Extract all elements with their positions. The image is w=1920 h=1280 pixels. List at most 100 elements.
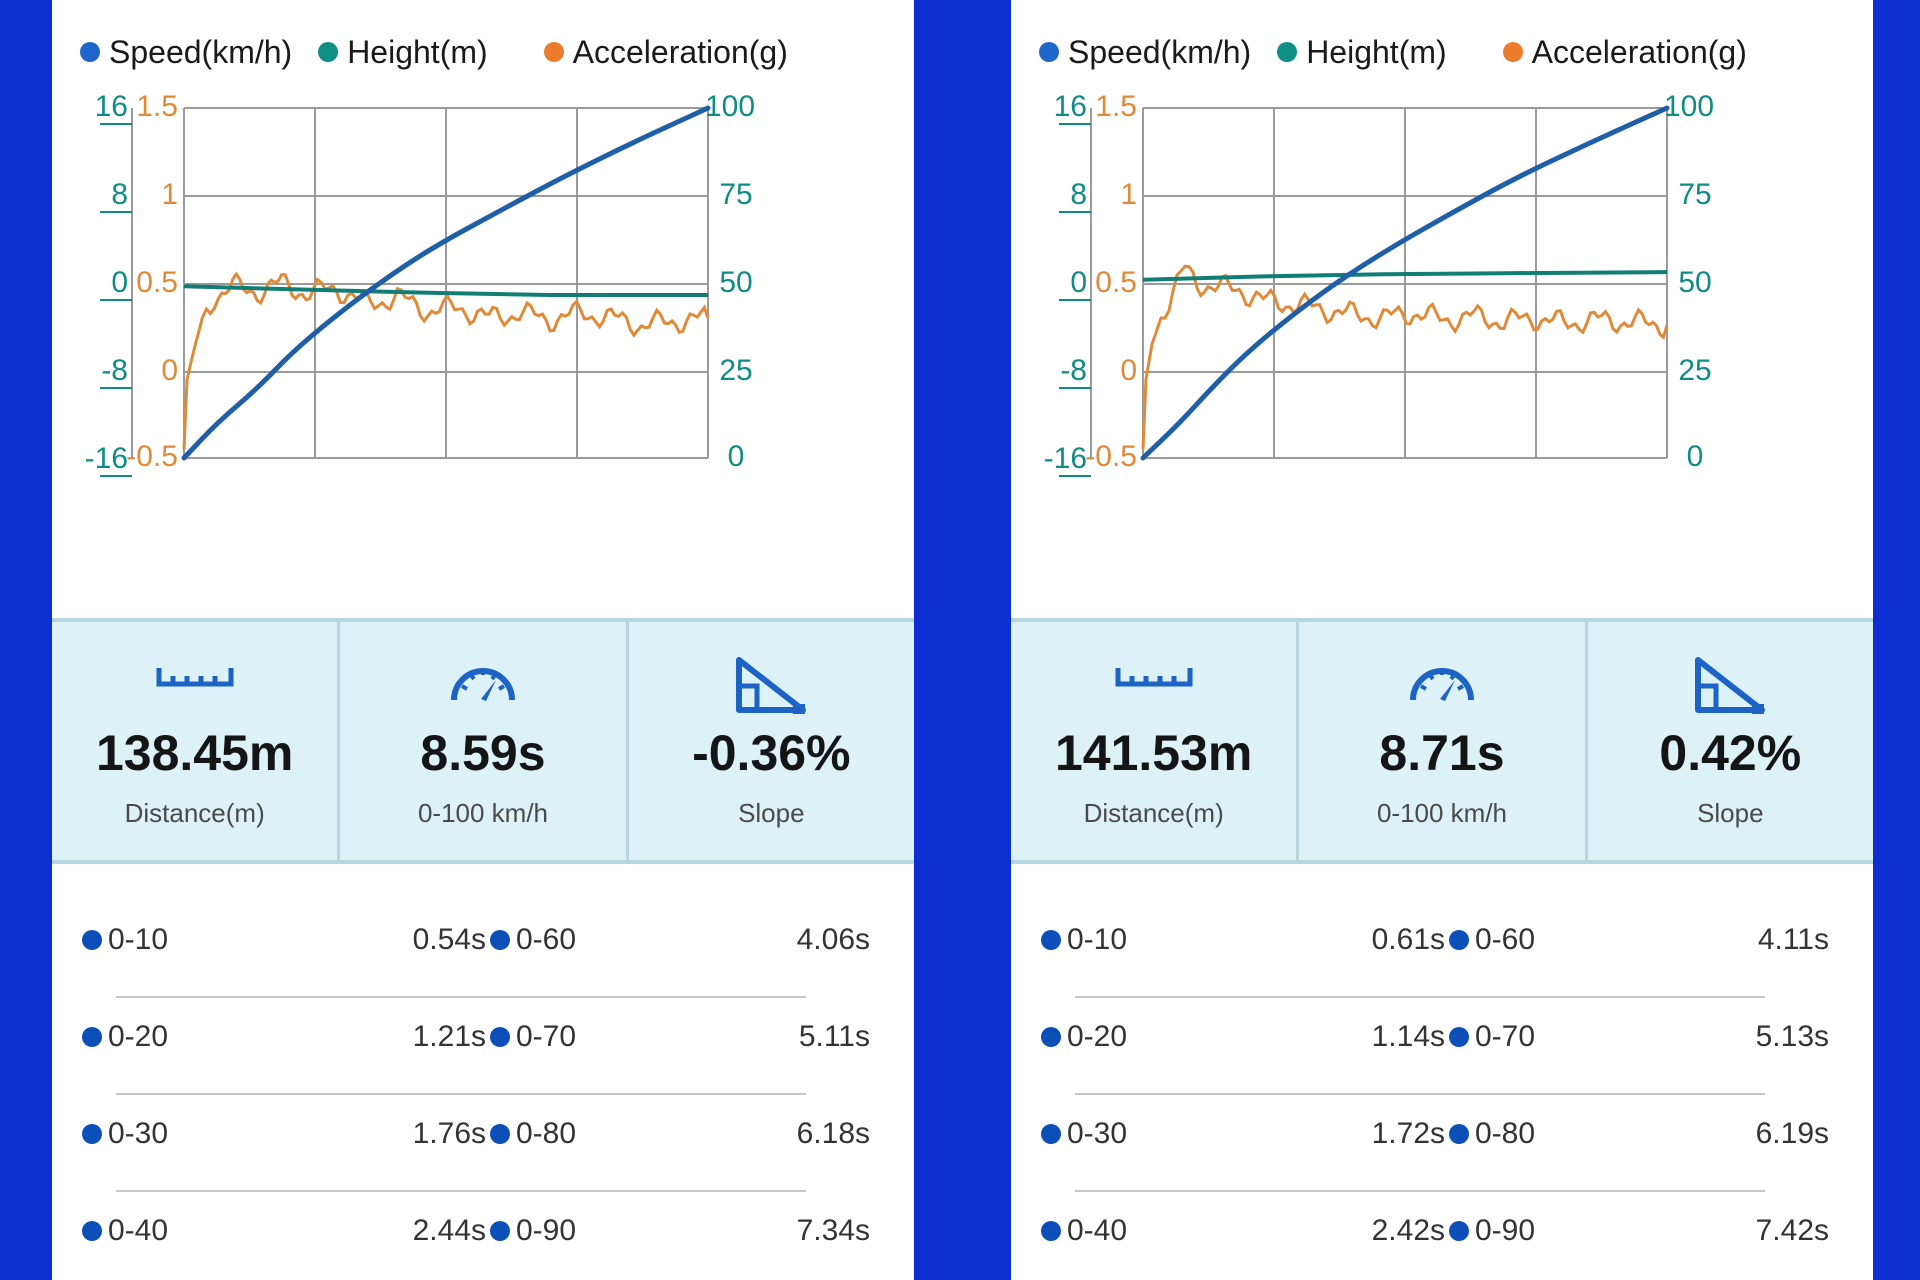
- split-row: 0-40 2.44s 0-90 7.34s: [52, 1191, 914, 1280]
- split-time: 4.11s: [1757, 923, 1829, 956]
- stats-bar: 141.53m Distance(m) 8.71s 0-100 km/h 0.4…: [1011, 618, 1873, 864]
- split-bullet-icon: [82, 1027, 102, 1047]
- split-bullet-icon: [1449, 930, 1469, 950]
- split-entry: 0-40 2.42s: [1041, 1211, 1445, 1251]
- acceleration-tick-label: 0.5: [1095, 266, 1137, 299]
- distance-label: Distance(m): [1083, 798, 1224, 828]
- speed-tick-label: 100: [1664, 92, 1714, 123]
- split-row: 0-30 1.76s 0-80 6.18s: [52, 1094, 914, 1192]
- height-tick-label: -8: [101, 354, 128, 387]
- row-divider: [116, 1190, 806, 1192]
- legend-item-acceleration[interactable]: Acceleration(g): [1502, 34, 1747, 71]
- split-range: 0-70: [516, 1020, 577, 1053]
- acceleration-tick-label: 0: [1120, 354, 1137, 387]
- split-bullet-icon: [1449, 1027, 1469, 1047]
- speedometer-icon: [450, 668, 515, 701]
- legend-item-speed[interactable]: Speed(km/h): [1039, 34, 1251, 71]
- distance-value: 138.45m: [95, 725, 294, 781]
- legend-item-height[interactable]: Height(m): [318, 34, 488, 71]
- zero-to-hundred-label: 0-100 km/h: [417, 798, 549, 828]
- height-tick-label: 16: [1054, 92, 1087, 123]
- row-divider: [116, 996, 806, 998]
- speed-series-line: [181, 105, 711, 461]
- split-time: 2.44s: [412, 1214, 486, 1247]
- chart-series: [1140, 105, 1670, 461]
- split-bullet-icon: [82, 1221, 102, 1241]
- row-divider: [1075, 1190, 1765, 1192]
- speed-tick-label: 25: [1678, 354, 1711, 387]
- slope-value: 0.42%: [1659, 725, 1802, 781]
- row-divider: [1075, 1093, 1765, 1095]
- split-entry: 0-70 5.13s: [1449, 1017, 1829, 1057]
- split-entry: 0-90 7.34s: [490, 1211, 870, 1251]
- split-time: 1.76s: [412, 1117, 486, 1150]
- split-range: 0-20: [1067, 1020, 1128, 1053]
- split-range: 0-90: [1475, 1214, 1536, 1247]
- height-tick-label: 8: [111, 178, 128, 211]
- legend-dot-height: [1277, 42, 1298, 62]
- height-tick-label: 0: [1070, 266, 1087, 299]
- split-time: 7.42s: [1755, 1214, 1829, 1247]
- split-entry: 0-90 7.42s: [1449, 1211, 1829, 1251]
- stat-distance: 141.53m Distance(m): [1011, 622, 1300, 860]
- split-bullet-icon: [82, 930, 102, 950]
- zero-to-hundred-value: 8.59s: [420, 725, 546, 781]
- legend-dot-speed: [80, 42, 100, 62]
- split-entry: 0-70 5.11s: [490, 1017, 870, 1057]
- row-divider: [1075, 996, 1765, 998]
- stat-zero-to-hundred: 8.71s 0-100 km/h: [1299, 622, 1588, 860]
- split-range: 0-30: [108, 1117, 169, 1150]
- legend-label-acceleration: Acceleration(g): [572, 33, 788, 70]
- split-entry: 0-10 0.54s: [82, 920, 486, 960]
- acceleration-tick-label: 1: [1120, 178, 1137, 211]
- legend-item-height[interactable]: Height(m): [1277, 33, 1447, 71]
- ruler-icon: [1115, 668, 1193, 687]
- speed-tick-label: 0: [728, 440, 745, 473]
- legend-item-speed[interactable]: Speed(km/h): [80, 34, 292, 71]
- stat-distance: 138.45m Distance(m): [52, 622, 341, 860]
- height-series-line: [1142, 270, 1668, 282]
- acceleration-tick-label: -0.5: [1085, 440, 1137, 473]
- chart-legend: Speed(km/h) Height(m) Acceleration(g): [80, 28, 894, 76]
- height-series-line: [183, 284, 708, 297]
- split-entry: 0-10 0.61s: [1041, 920, 1445, 960]
- speed-tick-label: 75: [1678, 178, 1711, 211]
- split-entry: 0-30 1.72s: [1041, 1114, 1445, 1154]
- stat-slope: 0.42% Slope: [1588, 622, 1873, 860]
- legend-dot-height: [318, 42, 339, 62]
- split-entry: 0-30 1.76s: [82, 1114, 486, 1154]
- split-bullet-icon: [1041, 1221, 1061, 1241]
- acceleration-tick-label: 0.5: [136, 266, 178, 299]
- split-entry: 0-60 4.11s: [1449, 920, 1829, 960]
- split-row: 0-10 0.61s 0-60 4.11s: [1011, 900, 1873, 998]
- legend-label-height: Height(m): [1306, 33, 1447, 70]
- legend-label-speed: Speed(km/h): [109, 33, 293, 70]
- chart-series: [181, 105, 711, 461]
- split-range: 0-40: [108, 1214, 169, 1247]
- split-time: 0.54s: [412, 923, 486, 956]
- split-range: 0-60: [516, 923, 577, 956]
- split-entry: 0-80 6.18s: [490, 1114, 870, 1154]
- slope-label: Slope: [738, 798, 805, 828]
- split-times-list: 0-10 0.61s 0-60 4.11s 0-20 1.14s 0-70 5.…: [1011, 900, 1873, 1280]
- split-range: 0-30: [1067, 1117, 1128, 1150]
- split-range: 0-90: [516, 1214, 577, 1247]
- acceleration-tick-label: -0.5: [126, 440, 178, 473]
- speedometer-icon: [1409, 668, 1474, 701]
- zero-to-hundred-label: 0-100 km/h: [1376, 798, 1508, 828]
- split-range: 0-60: [1475, 923, 1536, 956]
- zero-to-hundred-value: 8.71s: [1379, 725, 1505, 781]
- height-tick-label: 8: [1070, 178, 1087, 211]
- ruler-icon: [156, 668, 234, 687]
- legend-item-acceleration[interactable]: Acceleration(g): [543, 33, 788, 71]
- split-bullet-icon: [490, 1221, 510, 1241]
- split-bullet-icon: [490, 1124, 510, 1144]
- split-times-list: 0-10 0.54s 0-60 4.06s 0-20 1.21s 0-70 5.…: [52, 900, 914, 1280]
- stat-slope: -0.36% Slope: [629, 622, 914, 860]
- speed-tick-label: 50: [1678, 266, 1711, 299]
- split-time: 4.06s: [796, 923, 870, 956]
- split-time: 5.11s: [798, 1020, 870, 1053]
- row-divider: [116, 1093, 806, 1095]
- split-bullet-icon: [490, 930, 510, 950]
- chart-grid: [1090, 107, 1668, 459]
